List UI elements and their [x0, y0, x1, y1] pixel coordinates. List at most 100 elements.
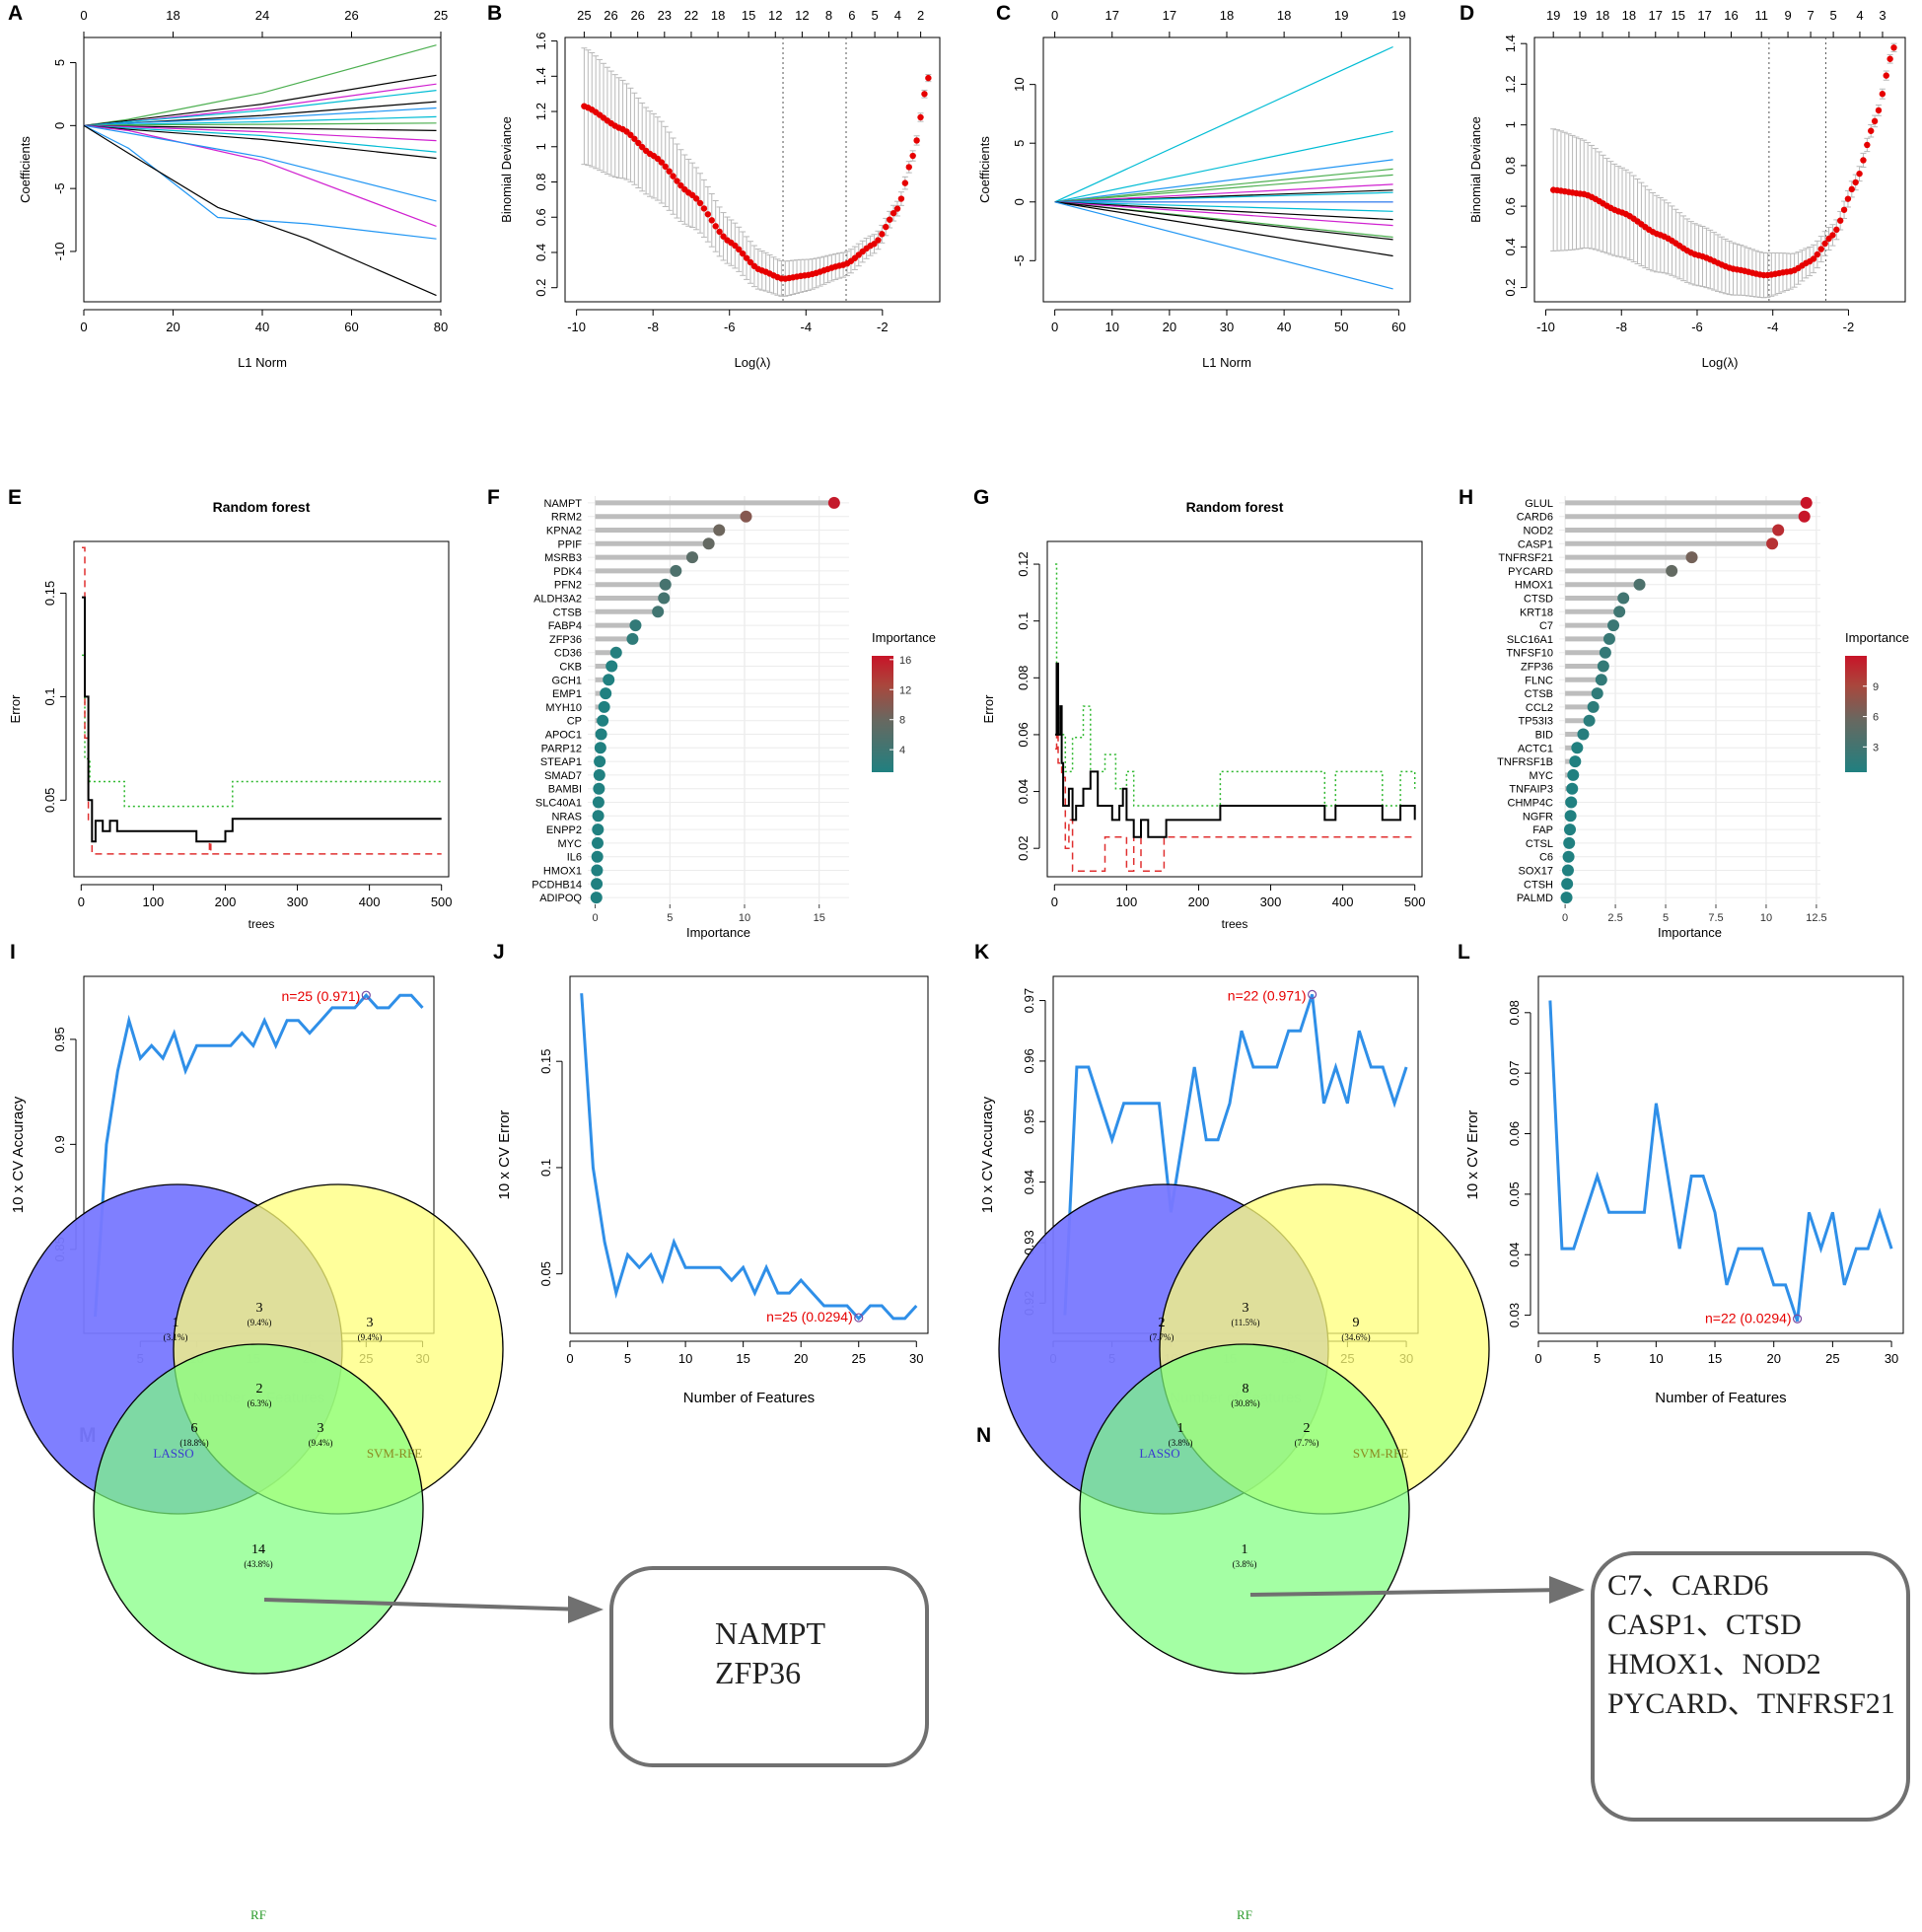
panel-label-b: B [487, 2, 502, 25]
y-tick-label: 0.08 [1507, 1000, 1522, 1025]
venn-count-b_only: 9 [1353, 1316, 1360, 1330]
feature-label: ALDH3A2 [534, 594, 582, 606]
feature-label: SMAD7 [544, 770, 582, 782]
top-tick-label: 11 [1754, 8, 1768, 23]
y-tick-label: -5 [1012, 255, 1027, 267]
deviance-point [897, 195, 905, 202]
x-tick-label: 500 [431, 894, 453, 909]
top-tick-label: 7 [1807, 8, 1814, 23]
y-tick-label: 0.4 [1503, 238, 1518, 255]
x-axis-label: trees [249, 917, 275, 931]
x-tick-label: -2 [1843, 320, 1855, 334]
top-tick-label: 9 [1784, 8, 1791, 23]
arrow-shaft [263, 1598, 585, 1611]
feature-label: PPIF [558, 538, 583, 550]
lollipop-point [1602, 632, 1615, 645]
venn-pct-bc: (7.7%) [1295, 1438, 1319, 1448]
plot-frame [569, 975, 929, 1334]
series-line [1548, 1000, 1893, 1323]
lollipop-point [591, 836, 604, 849]
lollipop-point [1564, 810, 1577, 823]
y-tick-label: 5 [52, 59, 67, 66]
venn-pct-b_only: (34.6%) [1341, 1332, 1370, 1342]
x-tick-label: 300 [287, 894, 309, 909]
top-tick-label: 23 [658, 8, 672, 23]
x-tick-label: 10 [1105, 320, 1119, 334]
panel-label-n: N [976, 1424, 991, 1447]
lollipop-point [1566, 782, 1579, 795]
feature-label: HMOX1 [1515, 580, 1553, 592]
deviance-point [893, 205, 901, 212]
x-tick-label: 40 [1277, 320, 1291, 334]
lollipop-point [1666, 564, 1678, 577]
series-step [82, 596, 442, 843]
top-tick-label: 24 [255, 8, 269, 23]
x-tick-label: 20 [794, 1351, 808, 1366]
lollipop-point [1565, 796, 1578, 809]
feature-label: PFN2 [554, 580, 582, 592]
top-tick-label: 4 [894, 8, 901, 23]
x-tick-label: 400 [359, 894, 381, 909]
x-tick-label: 0 [1534, 1351, 1541, 1366]
top-tick-label: 18 [1622, 8, 1636, 23]
deviance-point [879, 231, 886, 238]
legend-tick-label: 12 [899, 684, 911, 696]
x-axis-label: Importance [1658, 925, 1722, 940]
y-tick-label: 1.4 [534, 67, 548, 85]
x-tick-label: 0 [1051, 320, 1058, 334]
panel-f: F NAMPTRRM2KPNA2PPIFMSRB3PDK4PFN2ALDH3A2C… [487, 486, 936, 940]
y-axis-label: Coefficients [977, 136, 992, 203]
deviance-point [1883, 72, 1889, 79]
deviance-point [917, 113, 924, 121]
lollipop-point [1569, 755, 1582, 768]
panel-g: G 0 100 200 300 400 500 0.02 0.04 0.06 0.08 0.1 0.12… [973, 486, 1426, 931]
top-tick-label: 17 [1649, 8, 1663, 23]
x-tick-label: 500 [1404, 894, 1426, 909]
panel-label-l: L [1458, 941, 1470, 964]
lollipop-point [600, 687, 612, 700]
deviance-point [720, 233, 727, 240]
x-tick-label: 0 [593, 912, 599, 924]
panel-label-f: F [487, 486, 500, 509]
lollipop-point [658, 592, 671, 605]
legend-tick-label: 9 [1873, 681, 1879, 693]
panel-label-i: I [10, 941, 16, 964]
x-axis-label: L1 Norm [1202, 355, 1251, 370]
series-step [82, 546, 442, 855]
series-line [83, 90, 437, 126]
plot-frame [1046, 540, 1423, 878]
y-axis-label: Binomial Deviance [1468, 116, 1483, 223]
top-tick-label: 19 [1546, 8, 1560, 23]
deviance-point [700, 205, 708, 212]
top-tick-label: 19 [1391, 8, 1405, 23]
legend-tick-label: 4 [899, 745, 905, 756]
deviance-point [1864, 141, 1871, 149]
feature-label: HMOX1 [543, 866, 582, 878]
feature-label: MYH10 [545, 702, 582, 714]
venn-pct-ac: (18.8%) [179, 1438, 208, 1448]
feature-label: C6 [1539, 852, 1553, 864]
lollipop-point [1577, 728, 1590, 741]
chart-title: Random forest [1186, 499, 1284, 515]
series-line [1054, 159, 1393, 203]
x-tick-label: 100 [1116, 894, 1138, 909]
y-tick-label: 0 [1012, 198, 1027, 205]
series-line [83, 74, 437, 126]
y-tick-label: -5 [52, 182, 67, 194]
venn-count-ac: 1 [1177, 1421, 1184, 1436]
top-tick-label: 5 [871, 8, 878, 23]
lollipop-point [629, 619, 642, 632]
top-tick-label: 0 [80, 8, 87, 23]
legend-title: Importance [1845, 630, 1909, 645]
deviance-point [886, 216, 893, 223]
y-tick-label: 0.05 [42, 788, 57, 813]
y-tick-label: 0.15 [538, 1049, 553, 1074]
y-tick-label: 0.12 [1016, 551, 1031, 576]
y-tick-label: 0.06 [1016, 722, 1031, 747]
lollipop-point [1562, 850, 1575, 863]
top-tick-label: 0 [1051, 8, 1058, 23]
feature-label: RRM2 [551, 512, 582, 524]
venn-pct-c_only: (3.8%) [1233, 1559, 1257, 1569]
deviance-point [696, 199, 704, 207]
series-line [1054, 201, 1393, 212]
